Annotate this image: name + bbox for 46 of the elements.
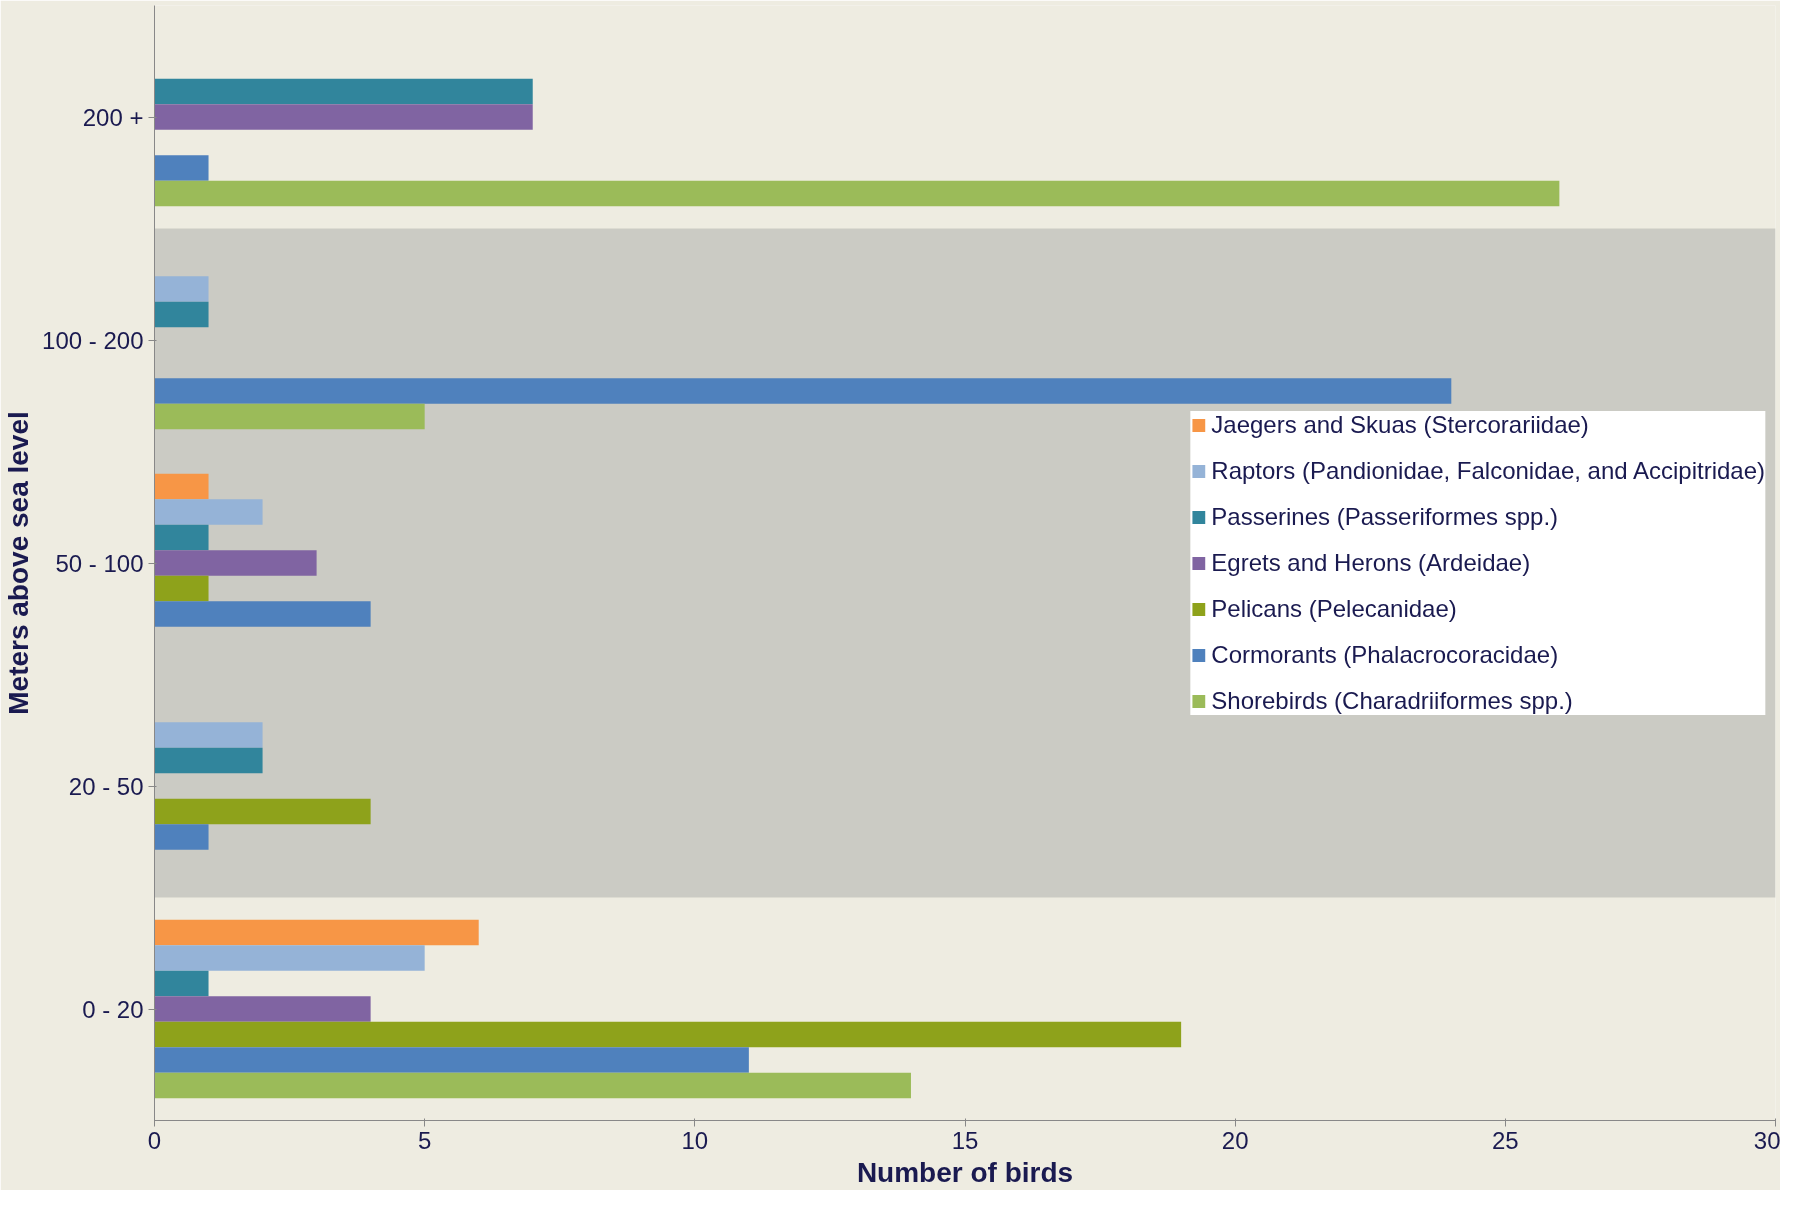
bar [154, 722, 263, 748]
y-tick-label: 20 - 50 [68, 772, 144, 800]
y-axis-title: Meters above sea level [3, 411, 35, 715]
y-tick-label: 100 - 200 [42, 326, 144, 354]
bar [154, 155, 209, 181]
legend-label: Cormorants (Phalacrocoracidae) [1211, 640, 1559, 669]
x-tick-label: 5 [417, 1126, 432, 1154]
legend-label: Raptors (Pandionidae, Falconidae, and Accipitridae) [1211, 456, 1765, 485]
legend-label: Egrets and Herons (Ardeidae) [1211, 548, 1531, 577]
x-axis-title: Number of birds [856, 1156, 1074, 1188]
bar [154, 1021, 1182, 1048]
y-tick-label: 50 - 100 [55, 549, 144, 577]
legend-label: Passerines (Passeriformes spp.) [1211, 502, 1559, 531]
y-tick-label: 0 - 20 [82, 995, 144, 1023]
bar [154, 824, 209, 850]
bar [154, 78, 533, 105]
legend-label: Shorebirds (Charadriiformes spp.) [1211, 686, 1573, 715]
bar [154, 996, 371, 1022]
legend-label: Pelicans (Pelecanidae) [1211, 594, 1457, 623]
x-tick-label: 30 [1753, 1126, 1781, 1154]
bar [154, 524, 209, 551]
bar [154, 104, 533, 130]
bar [154, 301, 209, 328]
bar [154, 970, 209, 997]
bar [154, 403, 425, 430]
legend-label: Jaegers and Skuas (Stercorariidae) [1211, 410, 1589, 439]
bar [154, 378, 1452, 404]
bar [154, 945, 425, 971]
bar [154, 575, 209, 602]
x-tick-label: 0 [147, 1126, 162, 1154]
bar [154, 180, 1560, 207]
bar [154, 499, 263, 525]
bar [154, 473, 209, 500]
x-tick-label: 20 [1221, 1126, 1249, 1154]
bar [154, 747, 263, 774]
x-tick-label: 25 [1491, 1126, 1519, 1154]
bar [154, 601, 371, 627]
bar [154, 550, 317, 576]
bar [154, 798, 371, 825]
y-tick-label: 200 + [82, 103, 144, 131]
x-tick-label: 15 [951, 1126, 979, 1154]
bar [154, 919, 479, 946]
bar [154, 1072, 911, 1099]
bar [154, 1047, 749, 1073]
x-tick-label: 10 [681, 1126, 709, 1154]
bar [154, 276, 209, 302]
